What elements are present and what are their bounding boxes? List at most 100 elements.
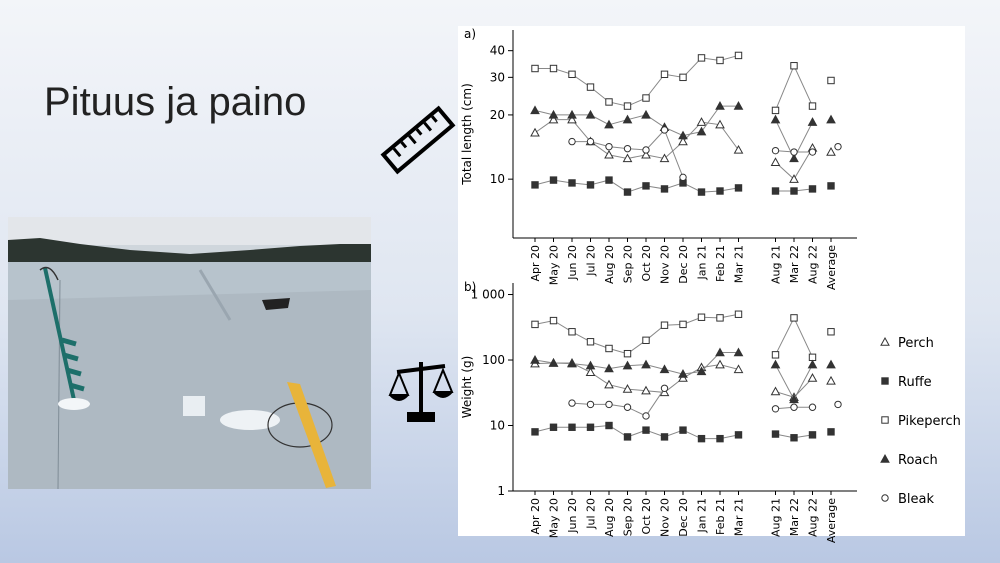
- x-tick-label: Aug 20: [603, 245, 616, 284]
- y-tick-label: 20: [490, 108, 505, 122]
- data-point: [586, 338, 595, 346]
- data-point: [622, 384, 633, 393]
- data-point: [548, 357, 559, 367]
- data-point: [808, 353, 817, 362]
- x-tick-label: Dec 20: [677, 498, 690, 537]
- data-point: [808, 431, 817, 439]
- data-point: [604, 149, 614, 159]
- data-point: [789, 153, 799, 163]
- data-point: [715, 101, 725, 110]
- data-point: [770, 157, 781, 166]
- data-point: [679, 320, 687, 329]
- data-point: [567, 358, 577, 368]
- data-point: [531, 428, 539, 436]
- data-point: [827, 428, 835, 436]
- panel-label: b): [464, 280, 476, 294]
- data-point: [549, 176, 558, 184]
- data-point: [660, 321, 669, 329]
- data-point: [827, 182, 835, 190]
- data-point: [604, 379, 614, 389]
- data-point: [808, 403, 817, 411]
- x-tick-label: Average: [825, 245, 838, 290]
- data-point: [604, 119, 614, 129]
- data-point: [530, 127, 540, 137]
- data-point: [568, 70, 576, 79]
- data-point: [697, 434, 706, 443]
- data-point: [789, 174, 799, 183]
- data-point: [605, 176, 613, 184]
- series-line: [534, 362, 739, 393]
- data-point: [827, 328, 835, 336]
- data-point: [679, 73, 687, 82]
- x-tick-label: Average: [825, 498, 838, 543]
- x-tick-label: Oct 20: [640, 498, 653, 535]
- data-point: [530, 105, 540, 115]
- data-point: [807, 373, 818, 382]
- data-point: [660, 384, 669, 392]
- legend-label: Ruffe: [898, 375, 932, 390]
- x-tick-label: Jan 21: [696, 245, 709, 280]
- data-point: [733, 347, 744, 357]
- data-point: [733, 144, 744, 154]
- x-tick-label: Jul 20: [585, 498, 598, 530]
- x-tick-label: May 20: [548, 498, 561, 538]
- photo: [8, 217, 371, 490]
- data-point: [548, 109, 559, 119]
- data-point: [697, 313, 706, 321]
- data-point: [549, 316, 558, 325]
- data-point: [790, 314, 798, 322]
- data-point: [585, 367, 596, 376]
- data-point: [790, 148, 798, 156]
- data-point: [605, 344, 613, 353]
- x-tick-label: Jun 20: [566, 498, 579, 534]
- panel-label: a): [464, 27, 476, 41]
- data-point: [770, 114, 781, 124]
- data-point: [642, 412, 650, 420]
- x-tick-label: Dec 20: [677, 245, 690, 284]
- data-point: [826, 147, 836, 156]
- data-point: [586, 83, 595, 91]
- series-line: [534, 352, 739, 375]
- x-tick-label: Aug 21: [770, 498, 783, 537]
- data-point: [826, 375, 836, 385]
- data-point: [641, 385, 651, 395]
- x-tick-label: Nov 20: [659, 498, 672, 537]
- data-point: [826, 114, 836, 124]
- data-point: [697, 54, 706, 62]
- data-point: [660, 126, 669, 134]
- data-point: [586, 400, 595, 409]
- data-point: [790, 62, 798, 70]
- data-point: [549, 423, 558, 431]
- data-point: [568, 423, 576, 431]
- data-point: [605, 400, 613, 409]
- data-point: [642, 336, 650, 345]
- data-point: [586, 137, 595, 146]
- data-point: [807, 359, 818, 369]
- data-point: [605, 98, 613, 106]
- y-axis-label: Weight (g): [460, 356, 474, 419]
- data-point: [568, 137, 576, 146]
- data-point: [808, 185, 817, 193]
- x-tick-label: Jul 20: [585, 245, 598, 277]
- x-tick-label: Feb 21: [714, 245, 727, 282]
- data-point: [771, 146, 780, 155]
- data-point: [827, 76, 835, 85]
- data-point: [659, 364, 670, 374]
- x-tick-label: Jun 20: [566, 245, 579, 281]
- legend-marker: [880, 336, 890, 346]
- data-point: [771, 351, 780, 359]
- data-point: [641, 149, 651, 159]
- y-tick-label: 100: [482, 353, 505, 367]
- data-point: [642, 94, 650, 102]
- legend-label: Perch: [898, 336, 934, 351]
- data-point: [716, 187, 724, 195]
- x-tick-label: Apr 20: [529, 245, 542, 282]
- data-point: [697, 188, 706, 196]
- x-tick-label: Mar 21: [733, 498, 746, 536]
- scale-icon: [388, 362, 454, 422]
- ruler-icon: [380, 105, 456, 175]
- x-tick-label: Aug 22: [807, 498, 820, 537]
- data-point: [679, 173, 687, 182]
- x-tick-label: Mar 21: [733, 245, 746, 283]
